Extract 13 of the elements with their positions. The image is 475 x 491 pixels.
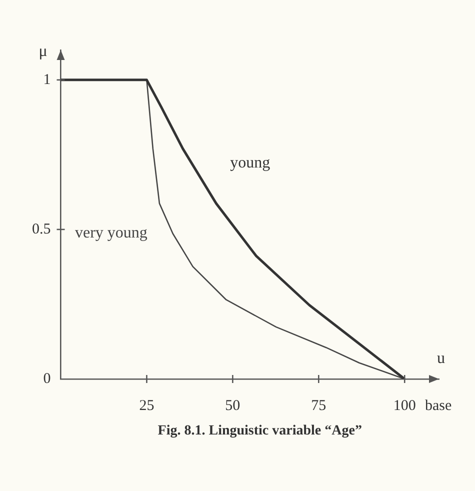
y-tick-label: 1	[43, 72, 51, 88]
x-tick-label: 75	[311, 398, 326, 414]
series-label: young	[230, 154, 270, 172]
series-label: very young	[75, 224, 148, 242]
x-axis-title: u	[437, 350, 445, 368]
y-tick-label: 0	[43, 370, 51, 387]
y-tick-label: 0.5	[32, 221, 51, 238]
caption: Fig. 8.1. Linguistic variable “Age”	[158, 424, 362, 439]
x-tick-label: 25	[139, 398, 154, 414]
x-tick-label: 50	[225, 398, 240, 414]
text: base	[425, 398, 452, 414]
x-tick-label: 100	[393, 398, 416, 414]
y-axis-title: μ	[38, 43, 48, 60]
